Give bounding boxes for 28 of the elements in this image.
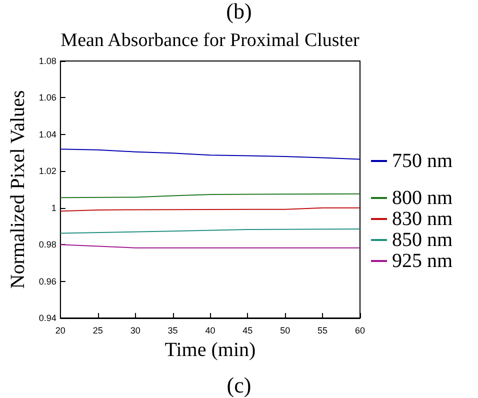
chart-title: Mean Absorbance for Proximal Cluster — [60, 30, 360, 51]
text: (c) — [226, 372, 252, 398]
x-axis-title: Time (min) — [164, 338, 256, 361]
line-series — [60, 148, 360, 160]
text: (b) — [226, 0, 252, 24]
y-axis-title: Normalized Pixel Values — [7, 90, 29, 289]
x-tick-label: 30 — [130, 326, 140, 336]
x-tick-label: 20 — [55, 326, 66, 336]
legend-label: 750 nm — [392, 150, 453, 172]
y-tick-label: 1.06 — [38, 92, 56, 103]
y-tick-label: 0.94 — [38, 313, 56, 323]
y-tick-label: 1 — [51, 202, 56, 213]
legend-label: 850 nm — [392, 229, 453, 251]
legend-label: 800 nm — [392, 187, 453, 209]
x-tick-label: 50 — [280, 326, 290, 336]
y-tick-label: 1.02 — [38, 166, 56, 176]
y-tick-label: 1.04 — [38, 129, 56, 140]
x-tick-label: 35 — [168, 326, 178, 336]
x-tick-label: 45 — [242, 326, 253, 336]
x-tick-label: 60 — [354, 326, 366, 336]
legend-label: 830 nm — [392, 208, 453, 230]
y-tick-label: 0.98 — [38, 240, 56, 250]
y-tick-label: 1.08 — [38, 56, 56, 66]
x-tick-label: 25 — [92, 326, 103, 336]
legend-label: 925 nm — [392, 250, 453, 272]
x-tick-label: 55 — [318, 326, 328, 336]
y-tick-label: 0.96 — [38, 276, 56, 286]
x-tick-label: 40 — [205, 326, 216, 336]
